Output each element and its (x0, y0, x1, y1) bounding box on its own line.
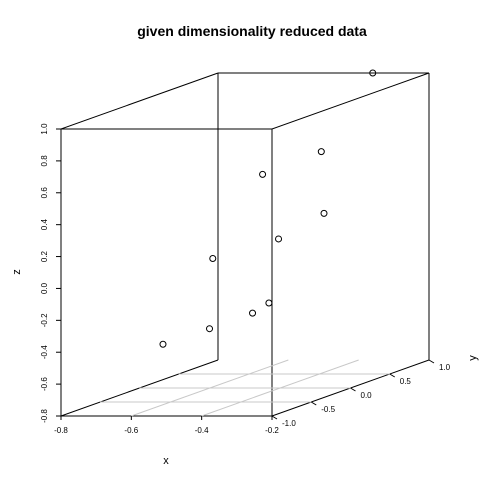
data-point (209, 255, 217, 262)
data-point (275, 235, 283, 243)
x-tick-label: -0.8 (54, 426, 68, 435)
y-tick-mark (350, 387, 356, 392)
z-tick-label: 1.0 (40, 123, 49, 135)
y-tick-mark (389, 373, 396, 378)
y-axis-label: y (467, 355, 479, 361)
y-tick-label: 0.0 (361, 391, 373, 400)
z-tick-label: -0.2 (40, 313, 49, 327)
data-points (159, 69, 377, 348)
y-tick-mark (428, 359, 435, 364)
axis-ticks: -0.8 -0.6 -0.4 -0.2-1.0-0.50.00.51.0-0.8-0.… (40, 123, 451, 435)
z-tick-label: -0.8 (40, 409, 49, 423)
z-tick-label: 0.6 (40, 187, 49, 199)
z-tick-label: 0.4 (40, 219, 49, 231)
data-point (317, 148, 325, 156)
y-tick-label: 1.0 (439, 363, 451, 372)
box-edge (60, 72, 219, 130)
z-tick-label: -0.6 (40, 377, 49, 391)
x-tick-label: -0.4 (195, 426, 209, 435)
data-point (265, 299, 273, 307)
x-axis-label: x (163, 455, 169, 467)
z-tick-label: 0.0 (40, 282, 49, 294)
data-point (249, 309, 257, 317)
y-tick-label: -0.5 (321, 405, 335, 414)
y-tick-mark (310, 401, 317, 406)
data-point (159, 340, 167, 348)
x-tick-label: -0.6 (124, 426, 138, 435)
data-point (320, 209, 328, 217)
data-point (369, 69, 377, 77)
y-tick-mark (271, 415, 278, 420)
x-tick-label: -0.2 (265, 426, 279, 435)
y-tick-label: 0.5 (400, 377, 412, 386)
z-tick-label: 0.2 (40, 250, 49, 262)
z-tick-label: -0.4 (40, 345, 49, 359)
floor-grid (100, 359, 390, 417)
z-tick-label: 0.8 (40, 155, 49, 167)
data-point (206, 325, 214, 333)
box-edge (271, 72, 430, 130)
plot-box (60, 72, 430, 417)
chart-title: given dimensionality reduced data (137, 23, 367, 39)
y-tick-label: -1.0 (282, 419, 296, 428)
z-axis-label: z (11, 269, 23, 275)
data-point (259, 170, 267, 178)
